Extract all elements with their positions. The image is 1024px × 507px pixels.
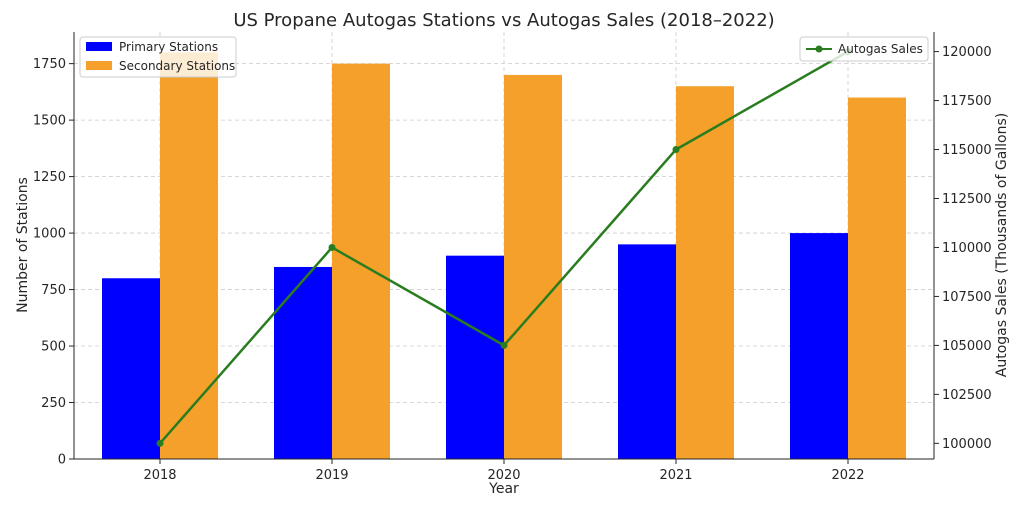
- y-tick-label: 1000: [33, 227, 66, 242]
- y-tick-label: 1500: [33, 114, 66, 129]
- bar-secondary-2019: [332, 63, 390, 459]
- legend-bars: Primary Stations Secondary Stations: [79, 36, 237, 78]
- x-axis-label: Year: [488, 481, 519, 497]
- bar-secondary-2020: [504, 74, 562, 459]
- bar-secondary-2022: [848, 97, 906, 459]
- y2-tick-label: 107500: [942, 290, 992, 305]
- y-axis-label: Number of Stations: [15, 177, 31, 313]
- y2-tick-label: 115000: [942, 143, 992, 158]
- y2-tick-label: 105000: [942, 339, 992, 354]
- bar-secondary-2021: [676, 86, 734, 459]
- sales-point-2019: [328, 243, 336, 251]
- legend-line-frame: [799, 36, 929, 62]
- y-tick-label: 0: [58, 453, 66, 468]
- y2-tick-label: 110000: [942, 241, 992, 256]
- legend-label-sales: Autogas Sales: [838, 42, 923, 56]
- x-tick-label: 2019: [315, 468, 348, 483]
- y-ticks-left: 0 250 500 750 1000 1250 1500 1750: [33, 57, 74, 468]
- y2-axis-label: Autogas Sales (Thousands of Gallons): [994, 113, 1010, 377]
- bars-group: [102, 52, 906, 459]
- sales-point-2020: [500, 341, 508, 349]
- x-tick-label: 2021: [659, 468, 692, 483]
- legend-swatch-secondary: [86, 61, 112, 70]
- y-ticks-right: 100000 102500 105000 107500 110000 112500 1150…: [934, 45, 992, 452]
- chart-title: US Propane Autogas Stations vs Autogas S…: [233, 10, 774, 31]
- bar-primary-2022: [790, 233, 848, 459]
- y2-tick-label: 120000: [942, 45, 992, 60]
- legend-swatch-sales-marker: [815, 45, 823, 53]
- legend-label-primary: Primary Stations: [119, 40, 218, 54]
- y-tick-label: 1750: [33, 57, 66, 72]
- y-tick-label: 500: [41, 340, 66, 355]
- x-tick-label: 2022: [831, 468, 864, 483]
- bar-primary-2021: [618, 244, 676, 459]
- bar-primary-2019: [274, 266, 332, 459]
- x-tick-label: 2020: [487, 468, 520, 483]
- x-ticks: 2018 2019 2020 2021 2022: [143, 459, 865, 483]
- y2-tick-label: 102500: [942, 388, 992, 403]
- sales-line-group: [156, 48, 852, 447]
- bar-primary-2018: [102, 278, 160, 459]
- bar-secondary-2018: [160, 52, 218, 459]
- legend-label-secondary: Secondary Stations: [119, 59, 235, 73]
- bar-primary-2020: [446, 255, 504, 459]
- x-tick-label: 2018: [143, 468, 176, 483]
- y-tick-label: 750: [41, 283, 66, 298]
- legend-bars-frame: [79, 36, 237, 78]
- y2-tick-label: 100000: [942, 437, 992, 452]
- y-tick-label: 250: [41, 396, 66, 411]
- sales-point-2021: [672, 146, 680, 154]
- y2-tick-label: 112500: [942, 192, 992, 207]
- sales-point-2018: [156, 439, 164, 447]
- legend-swatch-primary: [86, 42, 112, 51]
- y2-tick-label: 117500: [942, 94, 992, 109]
- legend-line: Autogas Sales: [799, 36, 929, 62]
- y-tick-label: 1250: [33, 170, 66, 185]
